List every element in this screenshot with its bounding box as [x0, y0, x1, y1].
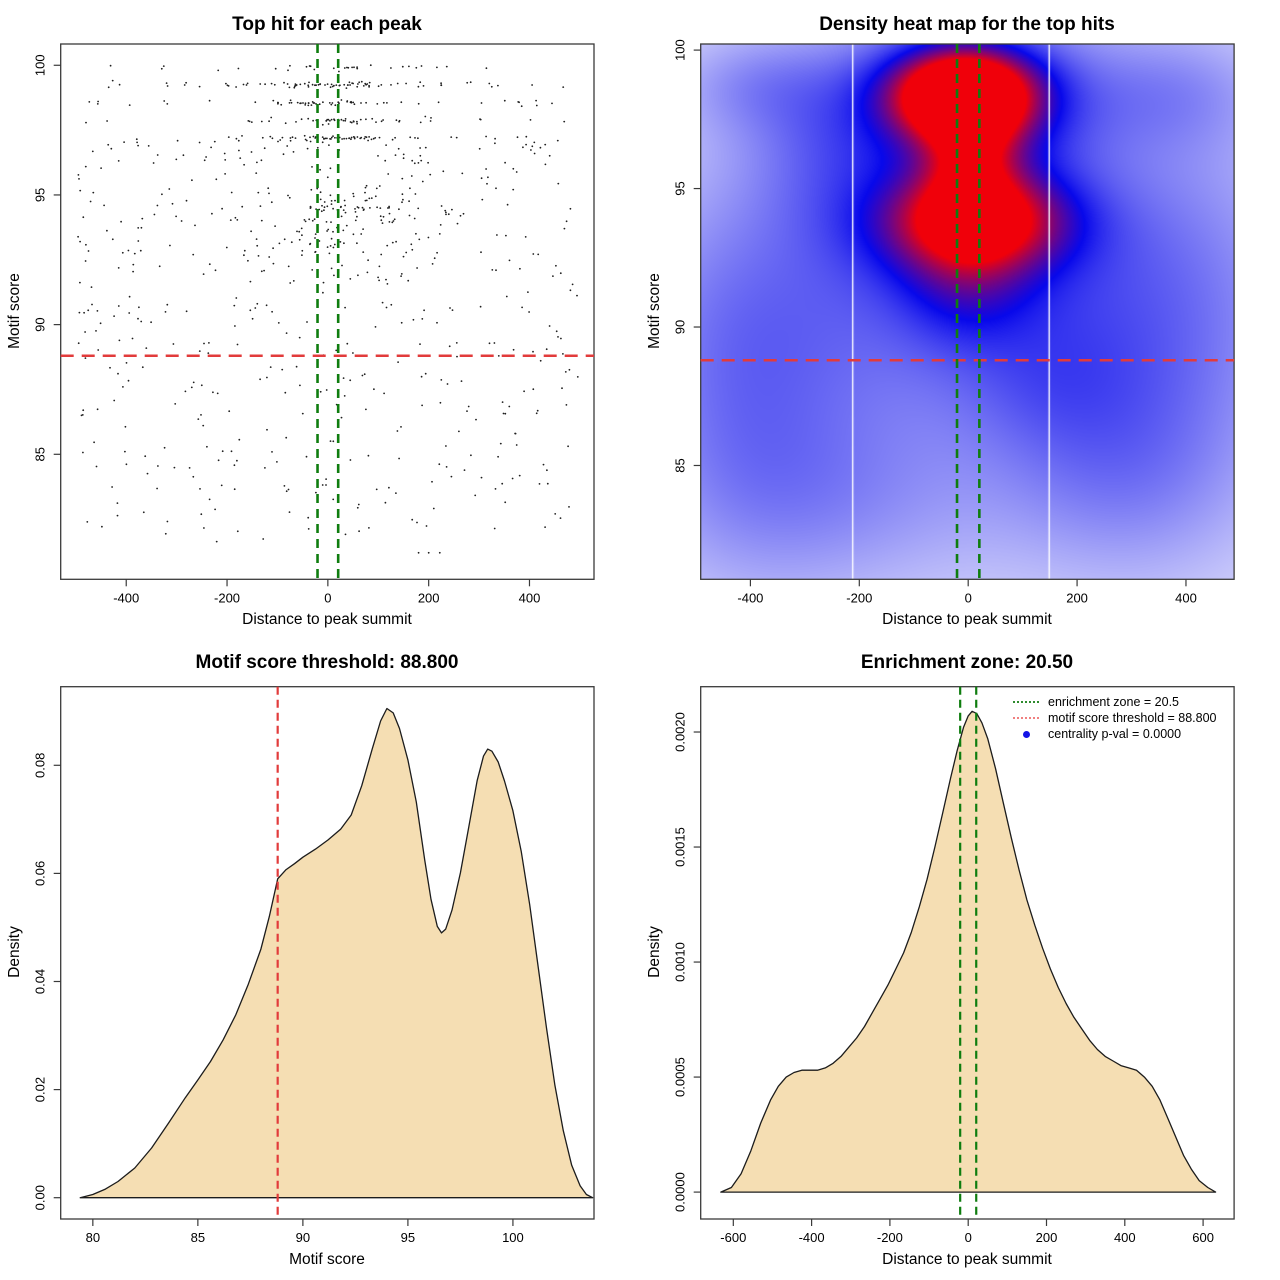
x-tick-label: -200: [877, 1230, 903, 1245]
panel-title-top-left: Top hit for each peak: [232, 14, 422, 35]
y-tick-label: 0.00: [33, 1185, 48, 1210]
x-tick-label: 100: [502, 1230, 524, 1245]
y-tick-label: 0.0000: [673, 1172, 688, 1212]
legend-label: motif score threshold = 88.800: [1048, 711, 1217, 725]
y-tick-label: 0.02: [33, 1077, 48, 1102]
x-tick-label: -200: [846, 590, 872, 605]
x-tick-label: -400: [737, 590, 763, 605]
y-tick-label: 0.0015: [673, 827, 688, 867]
x-tick-label: -400: [113, 590, 139, 605]
y-tick-label: 90: [673, 320, 688, 334]
x-axis-label-top-right: Distance to peak summit: [882, 611, 1052, 628]
y-axis-label-top-right: Motif score: [646, 273, 663, 349]
panel-bottom_left: 80 85 90 95 100 0.00 0.02 0.04 0.06 0.08: [33, 686, 595, 1245]
x-axis-label-top-left: Distance to peak summit: [242, 611, 412, 628]
plot-box-bottom_left: [60, 686, 595, 1220]
x-tick-label: -600: [720, 1230, 746, 1245]
x-tick-label: 400: [519, 590, 541, 605]
x-axis-label-bottom-left: Motif score: [289, 1251, 365, 1268]
density-heatmap-canvas: [700, 44, 1235, 580]
y-tick-label: 85: [33, 447, 48, 461]
y-tick-label: 90: [33, 317, 48, 331]
y-tick-label: 100: [33, 54, 48, 76]
y-tick-label: 0.04: [33, 969, 48, 994]
y-tick-label: 85: [673, 458, 688, 472]
x-tick-label: 200: [1036, 1230, 1058, 1245]
y-axis-label-bottom-right: Density: [646, 926, 663, 978]
green-dotted-line-icon: [1013, 701, 1039, 703]
panel-bottom_right: -600 -400 -200 0 200 400 600 0.0000 0.0005 0.0010…: [673, 686, 1235, 1245]
x-tick-label: 90: [296, 1230, 310, 1245]
x-tick-label: -400: [799, 1230, 825, 1245]
legend: enrichment zone = 20.5 motif score thres…: [1013, 694, 1217, 742]
y-tick-label: 0.0010: [673, 942, 688, 982]
panel-top_left: -400 -200 0 200 400 85 90 95 100: [33, 43, 595, 605]
y-tick-label: 0.08: [33, 753, 48, 778]
plot-box-top_left: [60, 43, 595, 580]
y-tick-label: 0.0005: [673, 1057, 688, 1097]
x-tick-label: 400: [1114, 1230, 1136, 1245]
density-curve-bottom_right: [720, 710, 1217, 1193]
x-tick-label: -200: [214, 590, 240, 605]
y-tick-label: 0.0020: [673, 712, 688, 752]
x-tick-label: 0: [965, 590, 972, 605]
density-curve-bottom_left: [79, 707, 594, 1199]
x-tick-label: 200: [1066, 590, 1088, 605]
y-axis-label-top-left: Motif score: [6, 273, 23, 349]
panel-title-bottom-left: Motif score threshold: 88.800: [195, 652, 459, 673]
panel-title-bottom-right: Enrichment zone: 20.50: [860, 652, 1074, 673]
x-tick-label: 80: [86, 1230, 100, 1245]
legend-label: centrality p-val = 0.0000: [1048, 727, 1182, 741]
legend-entry-motif-threshold: motif score threshold = 88.800: [1013, 710, 1217, 726]
y-tick-label: 100: [673, 39, 688, 61]
x-tick-label: 600: [1192, 1230, 1214, 1245]
panel-title-top-right: Density heat map for the top hits: [819, 14, 1115, 35]
panel-top_right: -400 -200 0 200 400 85 90 95 100: [673, 39, 1235, 605]
x-tick-label: 200: [418, 590, 440, 605]
x-tick-label: 400: [1175, 590, 1197, 605]
blue-dot-icon: [1013, 727, 1039, 741]
plot-box-top_right: [700, 43, 1235, 580]
legend-entry-enrichment-zone: enrichment zone = 20.5: [1013, 694, 1217, 710]
y-tick-label: 95: [673, 181, 688, 195]
plot-box-bottom_right: [700, 686, 1235, 1220]
y-axis-label-bottom-left: Density: [6, 926, 23, 978]
y-tick-label: 0.06: [33, 861, 48, 886]
legend-entry-centrality-pval: centrality p-val = 0.0000: [1013, 726, 1217, 742]
x-axis-label-bottom-right: Distance to peak summit: [882, 1251, 1052, 1268]
scatter-points: [77, 64, 579, 554]
x-tick-label: 0: [965, 1230, 972, 1245]
y-tick-label: 95: [33, 188, 48, 202]
legend-label: enrichment zone = 20.5: [1048, 695, 1179, 709]
x-tick-label: 85: [191, 1230, 205, 1245]
x-tick-label: 95: [401, 1230, 415, 1245]
x-tick-label: 0: [324, 590, 331, 605]
red-dotted-line-icon: [1013, 717, 1039, 719]
